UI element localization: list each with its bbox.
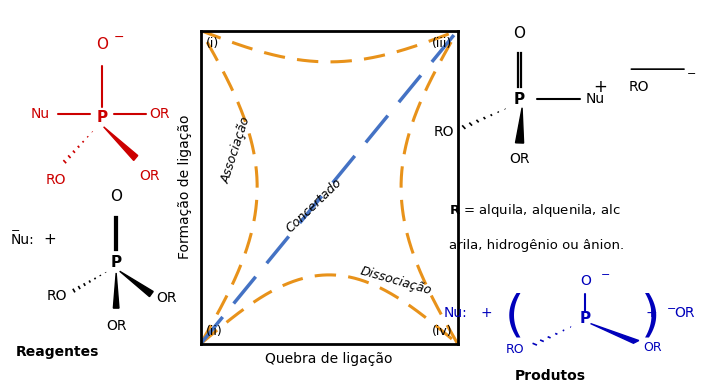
Text: −: −	[601, 270, 610, 280]
Text: O: O	[513, 26, 526, 41]
Polygon shape	[591, 324, 639, 343]
Text: Associação: Associação	[220, 115, 253, 185]
Text: RO: RO	[506, 343, 524, 356]
Text: (iii): (iii)	[432, 37, 453, 50]
Text: (ii): (ii)	[206, 325, 222, 338]
Text: RO: RO	[46, 173, 67, 187]
Text: Nu:: Nu:	[444, 306, 467, 320]
Text: −: −	[667, 304, 676, 314]
Text: OR: OR	[149, 107, 170, 121]
Text: Reagentes: Reagentes	[16, 345, 99, 359]
Text: O: O	[110, 189, 122, 204]
Text: ): )	[641, 293, 660, 341]
Text: Concertado: Concertado	[283, 176, 344, 236]
Text: O: O	[580, 274, 591, 288]
Text: OR: OR	[157, 291, 177, 304]
Text: −: −	[687, 70, 696, 79]
Text: (: (	[504, 293, 524, 341]
Text: P: P	[111, 255, 122, 270]
Text: (i): (i)	[206, 37, 219, 50]
Text: +: +	[481, 306, 492, 320]
Text: OR: OR	[509, 152, 530, 166]
Text: Produtos: Produtos	[515, 369, 586, 382]
X-axis label: Quebra de ligação: Quebra de ligação	[265, 352, 393, 366]
Text: Nu:: Nu:	[11, 233, 34, 247]
Text: OR: OR	[139, 169, 160, 183]
Text: Nu: Nu	[586, 92, 605, 106]
Text: Dissociação: Dissociação	[358, 265, 433, 298]
Text: O: O	[96, 37, 108, 52]
Y-axis label: Formação de ligação: Formação de ligação	[178, 115, 192, 259]
Polygon shape	[515, 108, 524, 143]
Polygon shape	[103, 127, 138, 160]
Text: +: +	[593, 78, 608, 96]
Text: P: P	[514, 92, 525, 107]
Text: OR: OR	[643, 341, 662, 354]
Text: −: −	[11, 226, 20, 236]
Text: Nu: Nu	[30, 107, 49, 121]
Text: $\mathbf{R}$ = alquila, alquenila, alc: $\mathbf{R}$ = alquila, alquenila, alc	[448, 202, 620, 219]
Text: −: −	[114, 31, 125, 44]
Text: arila, hidrogênio ou ânion.: arila, hidrogênio ou ânion.	[448, 239, 624, 252]
Text: P: P	[580, 311, 591, 327]
Text: +: +	[43, 232, 56, 247]
Text: +: +	[646, 306, 657, 320]
Text: OR: OR	[106, 319, 127, 333]
Text: RO: RO	[46, 289, 67, 303]
Polygon shape	[113, 273, 119, 308]
Text: P: P	[96, 110, 108, 125]
Polygon shape	[120, 271, 153, 297]
Text: RO: RO	[433, 125, 453, 139]
Text: (iv): (iv)	[432, 325, 453, 338]
Text: RO: RO	[629, 80, 649, 94]
Text: OR: OR	[674, 306, 695, 320]
